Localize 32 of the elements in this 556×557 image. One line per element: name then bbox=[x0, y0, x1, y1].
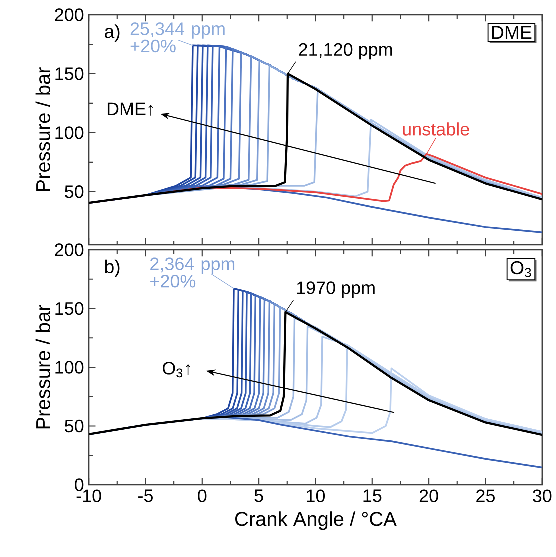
x-tick-label: 0 bbox=[198, 490, 207, 502]
y-tick-label: 100 bbox=[56, 126, 84, 140]
annotation: O$_{3}$↑ bbox=[163, 362, 191, 378]
y-tick-label: 200 bbox=[55, 244, 84, 256]
x-tick-label: 20 bbox=[420, 490, 438, 502]
y-tick-label: 200 bbox=[55, 8, 84, 22]
annotation: 25,344 ppm +20% bbox=[131, 22, 225, 53]
annotation: O$_{3}$ bbox=[511, 261, 532, 278]
y-tick-label: 50 bbox=[65, 186, 84, 198]
y-tick-label: 50 bbox=[65, 420, 84, 433]
x-tick-label: -10 bbox=[76, 490, 102, 502]
y-tick-label: 0 bbox=[75, 478, 84, 492]
y-tick-label: 150 bbox=[56, 68, 84, 80]
y-axis-title: Pressure / bar bbox=[36, 68, 51, 192]
annotation: DME↑ bbox=[108, 102, 154, 116]
x-tick-label: 30 bbox=[533, 490, 552, 502]
annotation: b) bbox=[106, 260, 120, 278]
annotation: 2,364 ppm +20% bbox=[150, 258, 235, 288]
y-tick-label: 100 bbox=[56, 361, 84, 374]
x-tick-label: 5 bbox=[254, 490, 264, 502]
x-tick-label: 15 bbox=[364, 490, 382, 502]
annotation: a) bbox=[105, 24, 120, 42]
y-tick-label: 150 bbox=[56, 302, 84, 316]
x-tick-label: 10 bbox=[307, 490, 326, 502]
x-tick-label: -5 bbox=[138, 490, 154, 502]
y-axis-title: Pressure / bar bbox=[36, 305, 51, 429]
annotation: 1970 ppm bbox=[298, 282, 375, 298]
x-tick-label: 25 bbox=[476, 490, 496, 502]
annotation: 21,120 ppm bbox=[299, 43, 392, 60]
x-axis-title: Crank Angle / °CA bbox=[236, 512, 398, 530]
annotation: DME bbox=[492, 26, 532, 40]
annotation: unstable bbox=[403, 122, 470, 136]
